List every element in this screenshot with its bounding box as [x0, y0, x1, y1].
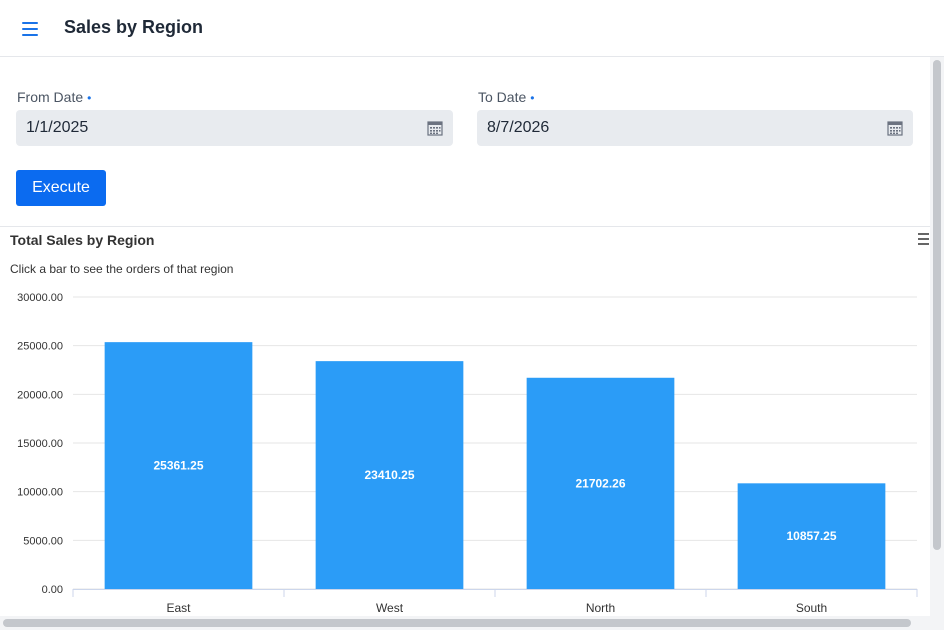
required-marker: • [87, 91, 92, 105]
bar-south[interactable] [737, 483, 886, 589]
calendar-icon[interactable] [427, 120, 443, 136]
y-tick-label: 30000.00 [17, 292, 63, 304]
required-marker: • [530, 91, 535, 105]
vertical-scrollbar-thumb[interactable] [933, 60, 941, 550]
section-divider [0, 226, 930, 227]
y-tick-label: 0.00 [42, 584, 63, 596]
data-label: 23410.25 [364, 468, 414, 482]
x-tick-label: North [586, 601, 615, 615]
execute-button[interactable]: Execute [16, 170, 106, 206]
to-date-label-text: To Date [478, 89, 527, 105]
app-header: Sales by Region [0, 0, 944, 57]
data-label: 25361.25 [153, 459, 203, 473]
chart-title: Total Sales by Region [10, 232, 155, 248]
to-date-label: To Date • [478, 89, 534, 105]
y-tick-label: 5000.00 [23, 535, 63, 547]
hamburger-menu-icon[interactable] [18, 18, 42, 40]
y-tick-label: 20000.00 [17, 389, 63, 401]
from-date-label: From Date • [17, 89, 91, 105]
to-date-input[interactable]: 8/7/2026 [477, 110, 913, 146]
chart-context-menu-icon[interactable] [918, 233, 930, 245]
x-tick-label: South [796, 601, 827, 615]
bar-east[interactable] [104, 342, 253, 589]
from-date-label-text: From Date [17, 89, 84, 105]
sales-by-region-chart: 0.00 5000.00 10000.00 15000.00 20000.00 25000… [17, 292, 918, 615]
x-tick-label: East [166, 601, 191, 615]
calendar-icon[interactable] [887, 120, 903, 136]
bar-west[interactable] [315, 361, 464, 589]
y-tick-label: 15000.00 [17, 438, 63, 450]
bar-north[interactable] [526, 377, 675, 589]
x-tick-label: West [376, 601, 404, 615]
horizontal-scrollbar-thumb[interactable] [3, 619, 911, 627]
y-tick-label: 10000.00 [17, 487, 63, 499]
to-date-value: 8/7/2026 [487, 119, 550, 136]
chart-subtitle: Click a bar to see the orders of that re… [10, 262, 234, 276]
data-label: 10857.25 [786, 529, 836, 543]
data-label: 21702.26 [575, 476, 625, 490]
from-date-input[interactable]: 1/1/2025 [16, 110, 453, 146]
from-date-value: 1/1/2025 [26, 119, 89, 136]
y-tick-label: 25000.00 [17, 341, 63, 353]
page-title: Sales by Region [64, 17, 204, 37]
